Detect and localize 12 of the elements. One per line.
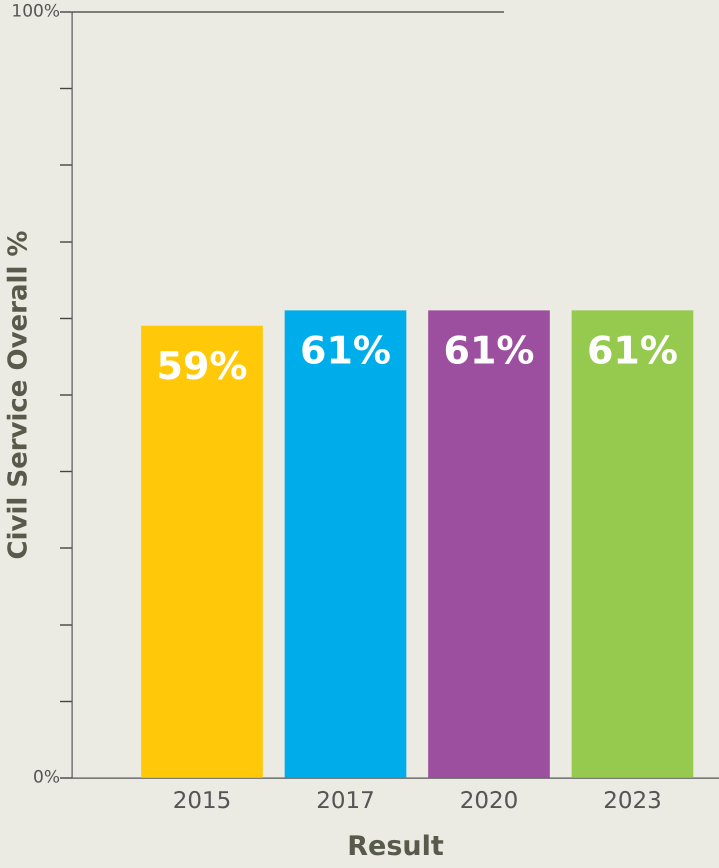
y-tick-label: 100% [11, 1, 60, 22]
data-label: 61% [444, 328, 534, 373]
x-tick-label: 2017 [316, 788, 375, 814]
x-tick-label: 2015 [172, 788, 232, 814]
x-tick-label: 2020 [460, 788, 518, 814]
data-label: 61% [300, 328, 391, 373]
y-tick-label: 0% [33, 767, 60, 788]
data-label: 61% [586, 328, 678, 373]
y-axis-title: Civil Service Overall % [3, 230, 34, 560]
x-tick-label: 2023 [603, 788, 662, 814]
x-axis-title: Result [347, 830, 444, 862]
data-label: 59% [156, 344, 248, 388]
